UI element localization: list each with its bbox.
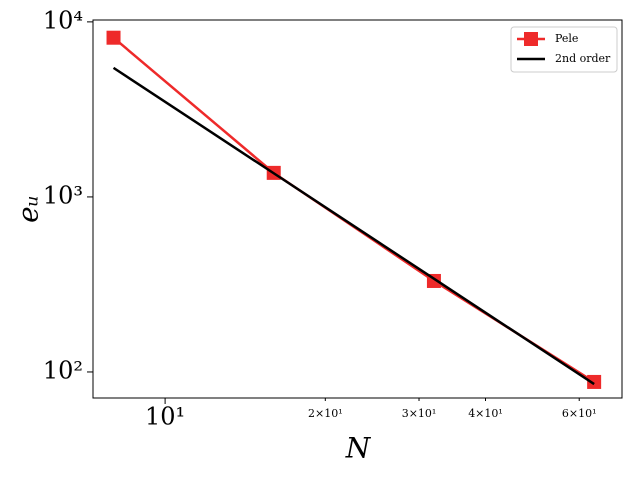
marker — [587, 374, 602, 389]
y-axis-label: eᵤ — [12, 195, 45, 223]
x-axis-label: N — [345, 432, 372, 465]
x-tick-label: 6×10¹ — [562, 407, 597, 420]
legend-marker — [524, 32, 538, 46]
y-tick-label: 10³ — [43, 181, 83, 209]
series-line — [112, 36, 595, 383]
plot-frame — [92, 19, 623, 399]
marker — [106, 30, 121, 45]
x-tick-label: 2×10¹ — [308, 407, 343, 420]
x-tick-label: 10¹ — [145, 403, 185, 431]
x-tick-label: 3×10¹ — [402, 407, 437, 420]
y-tick-label: 10² — [43, 356, 83, 384]
legend-label: Pele — [555, 32, 578, 45]
series-line — [112, 66, 595, 386]
legend-label: 2nd order — [555, 52, 611, 65]
x-tick-label: 4×10¹ — [468, 407, 503, 420]
y-tick-label: 10⁴ — [43, 6, 83, 34]
